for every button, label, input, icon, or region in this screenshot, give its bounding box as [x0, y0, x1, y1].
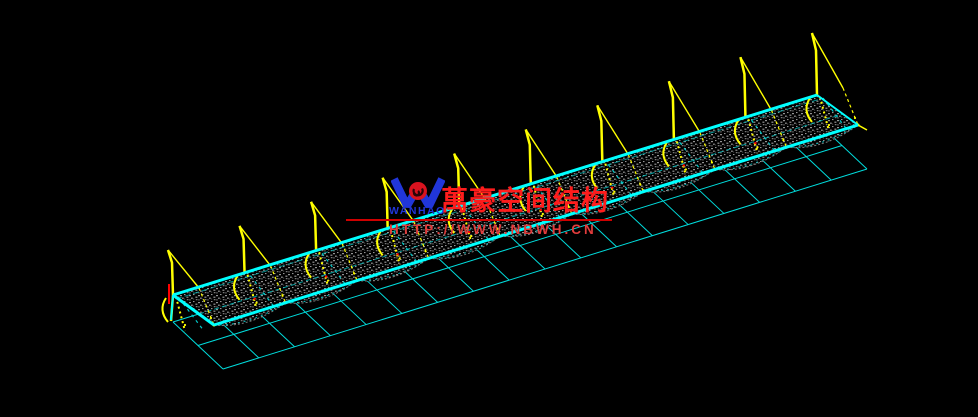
- membrane-mesh: [173, 95, 859, 326]
- edge-beams: [170, 93, 859, 327]
- under-canopy-detail: [161, 96, 860, 332]
